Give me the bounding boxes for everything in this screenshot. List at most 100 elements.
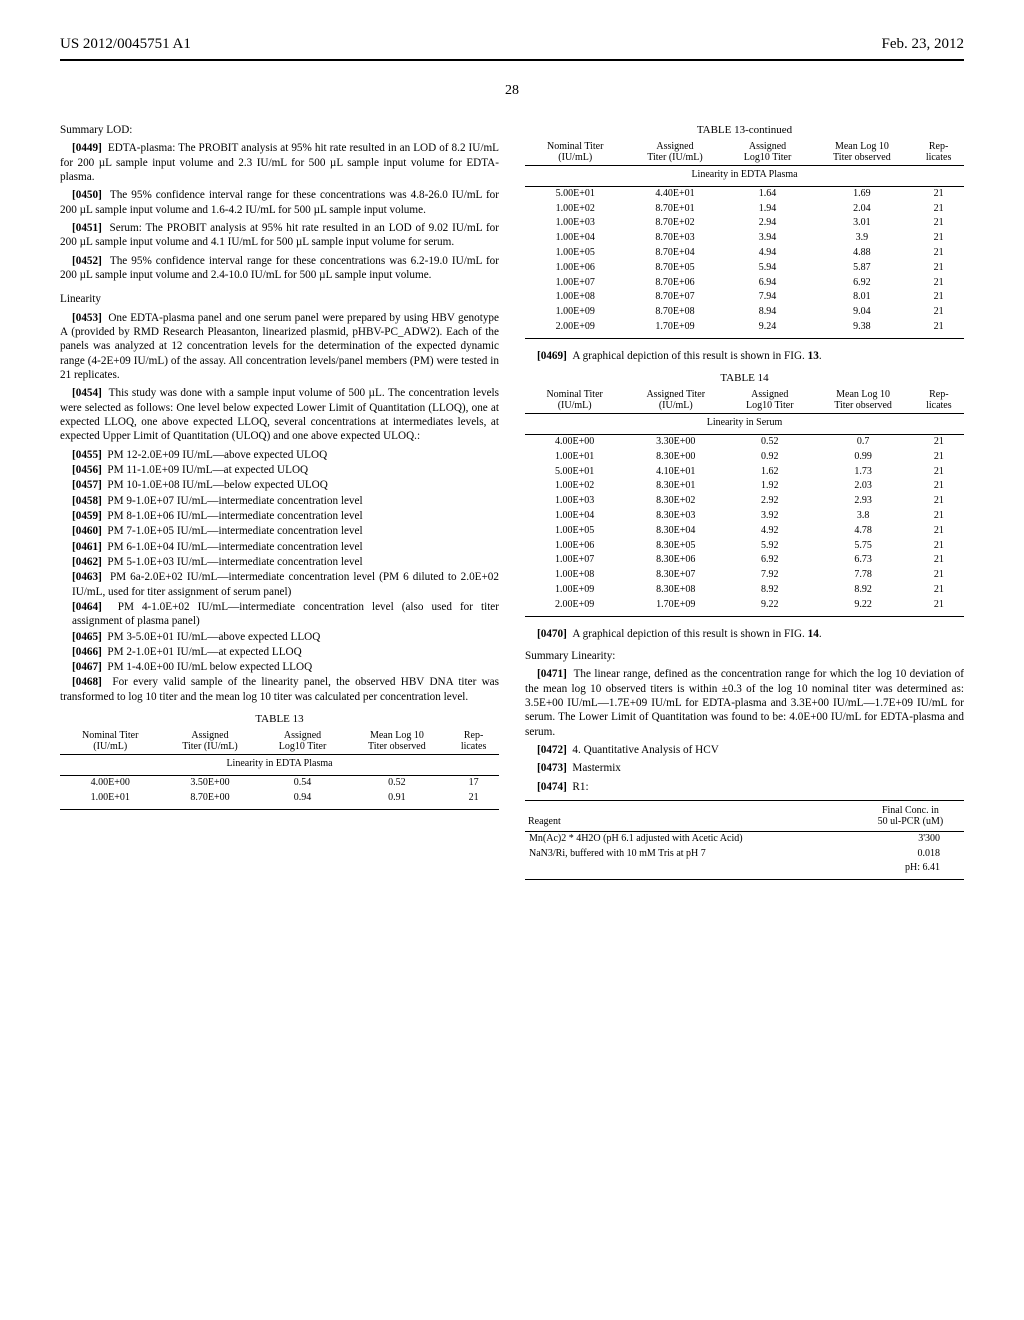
table-cell: 0.94: [259, 791, 345, 809]
table-cell: 21: [913, 290, 964, 305]
pm-item: [0455] PM 12-2.0E+09 IU/mL—above expecte…: [72, 448, 499, 462]
para-0450: [0450] The 95% confidence interval range…: [60, 188, 499, 217]
col-h: (IU/mL): [93, 741, 127, 752]
col-h: 50 ul-PCR (uM): [878, 816, 944, 827]
col-h: (IU/mL): [659, 400, 693, 411]
table-14-head: Nominal Titer(IU/mL) Assigned Titer(IU/m…: [525, 387, 964, 414]
col-h: Mean Log 10: [370, 730, 424, 741]
table-row: 1.00E+098.70E+088.949.0421: [525, 305, 964, 320]
table-cell: 1.00E+02: [525, 479, 624, 494]
table-14-title: TABLE 14: [525, 371, 964, 385]
para-text: 4. Quantitative Analysis of HCV: [572, 744, 718, 756]
page-header: US 2012/0045751 A1 Feb. 23, 2012: [60, 36, 964, 53]
table-cell: 21: [913, 305, 964, 320]
table-cell: 1.00E+01: [60, 791, 160, 809]
para-text: This study was done with a sample input …: [60, 387, 499, 442]
table-cell: 1.92: [727, 479, 812, 494]
table-cell: 8.30E+00: [624, 450, 727, 465]
para-text: Serum: The PROBIT analysis at 95% hit ra…: [60, 222, 499, 248]
table-cell: 8.30E+03: [624, 509, 727, 524]
table-cell: 1.70E+09: [625, 320, 724, 338]
para-text: R1:: [572, 781, 588, 793]
table-cell: 8.30E+04: [624, 524, 727, 539]
table-cell: 2.03: [812, 479, 913, 494]
table-cell: 8.01: [811, 290, 914, 305]
table-row: 5.00E+014.40E+011.641.6921: [525, 186, 964, 201]
table-13-body: 4.00E+003.50E+000.540.52171.00E+018.70E+…: [60, 776, 499, 810]
col-h: Log10 Titer: [744, 152, 792, 163]
reagent-table: Reagent Final Conc. in50 ul-PCR (uM) Mn(…: [525, 800, 964, 880]
fig-ref: 14: [808, 628, 819, 640]
table-cell: 8.70E+05: [625, 261, 724, 276]
table-cell: 21: [914, 435, 964, 450]
table-cell: 0.54: [259, 776, 345, 791]
table-cell: 4.92: [727, 524, 812, 539]
table-13c-body: 5.00E+014.40E+011.641.69211.00E+028.70E+…: [525, 186, 964, 338]
col-h: (IU/mL): [558, 400, 592, 411]
table-cell: 21: [914, 583, 964, 598]
table-row: 1.00E+028.30E+011.922.0321: [525, 479, 964, 494]
table-cell: 21: [914, 598, 964, 616]
table-cell: 3.9: [811, 231, 914, 246]
table-13-title: TABLE 13: [60, 712, 499, 726]
table-13-subtitle: Linearity in EDTA Plasma: [60, 755, 499, 776]
table-cell: 1.00E+07: [525, 276, 625, 291]
table-cell: 5.94: [724, 261, 810, 276]
table-cell: 4.10E+01: [624, 465, 727, 480]
table-cell: 9.22: [812, 598, 913, 616]
para-0470: [0470] A graphical depiction of this res…: [525, 627, 964, 641]
table-cell: 8.70E+04: [625, 246, 724, 261]
table-cell: 21: [914, 568, 964, 583]
table-13c-subtitle: Linearity in EDTA Plasma: [525, 166, 964, 187]
para-0452: [0452] The 95% confidence interval range…: [60, 254, 499, 283]
table-cell: 21: [913, 261, 964, 276]
table-cell: 4.88: [811, 246, 914, 261]
table-cell: 21: [448, 791, 499, 809]
table-cell: 21: [913, 320, 964, 338]
table-row: 1.00E+068.30E+055.925.7521: [525, 539, 964, 554]
col-h: Nominal Titer: [547, 141, 603, 152]
pm-item: [0465] PM 3-5.0E+01 IU/mL—above expected…: [72, 630, 499, 644]
col-h: Mean Log 10: [836, 389, 890, 400]
para-0473: [0473] Mastermix: [525, 761, 964, 775]
para-text: A graphical depiction of this result is …: [572, 350, 807, 362]
table-14-body: 4.00E+003.30E+000.520.7211.00E+018.30E+0…: [525, 435, 964, 617]
col-h: Log10 Titer: [279, 741, 327, 752]
table-cell: 5.92: [727, 539, 812, 554]
table-cell: 1.00E+07: [525, 553, 624, 568]
para-0472: [0472] 4. Quantitative Analysis of HCV: [525, 743, 964, 757]
table-row: 1.00E+018.70E+000.940.9121: [60, 791, 499, 809]
table-cell: 21: [913, 246, 964, 261]
pm-item: [0460] PM 7-1.0E+05 IU/mL—intermediate c…: [72, 524, 499, 538]
table-row: 4.00E+003.50E+000.540.5217: [60, 776, 499, 791]
summary-linearity-heading: Summary Linearity:: [525, 649, 964, 663]
para-text: Mastermix: [572, 762, 620, 774]
reagent-body: Mn(Ac)2 * 4H2O (pH 6.1 adjusted with Ace…: [525, 831, 964, 879]
table-cell: 2.93: [812, 494, 913, 509]
table-cell: 1.00E+09: [525, 305, 625, 320]
table-cell: 21: [914, 509, 964, 524]
col-h: Rep-: [464, 730, 483, 741]
table-row: 1.00E+048.70E+033.943.921: [525, 231, 964, 246]
pm-item: [0463] PM 6a-2.0E+02 IU/mL—intermediate …: [72, 570, 499, 599]
table-row: 1.00E+078.70E+066.946.9221: [525, 276, 964, 291]
table-row: Mn(Ac)2 * 4H2O (pH 6.1 adjusted with Ace…: [525, 831, 964, 846]
table-cell: 4.94: [724, 246, 810, 261]
table-row: 2.00E+091.70E+099.249.3821: [525, 320, 964, 338]
table-cell: 21: [914, 539, 964, 554]
reagent-col-1: Reagent: [525, 800, 857, 831]
para-0451: [0451] Serum: The PROBIT analysis at 95%…: [60, 221, 499, 250]
table-cell: 21: [914, 553, 964, 568]
col-h: Final Conc. in: [882, 805, 939, 816]
table-13c-head: Nominal Titer(IU/mL) AssignedTiter (IU/m…: [525, 139, 964, 166]
table-cell: 3.8: [812, 509, 913, 524]
table-cell: 5.00E+01: [525, 186, 625, 201]
table-cell: 1.62: [727, 465, 812, 480]
table-row: 5.00E+014.10E+011.621.7321: [525, 465, 964, 480]
table-cell: 9.24: [724, 320, 810, 338]
table-cell: 1.94: [724, 202, 810, 217]
table-cell: 8.70E+01: [625, 202, 724, 217]
table-cell: 21: [914, 479, 964, 494]
table-row: NaN3/Ri, buffered with 10 mM Tris at pH …: [525, 847, 964, 862]
table-row: 1.00E+088.70E+077.948.0121: [525, 290, 964, 305]
